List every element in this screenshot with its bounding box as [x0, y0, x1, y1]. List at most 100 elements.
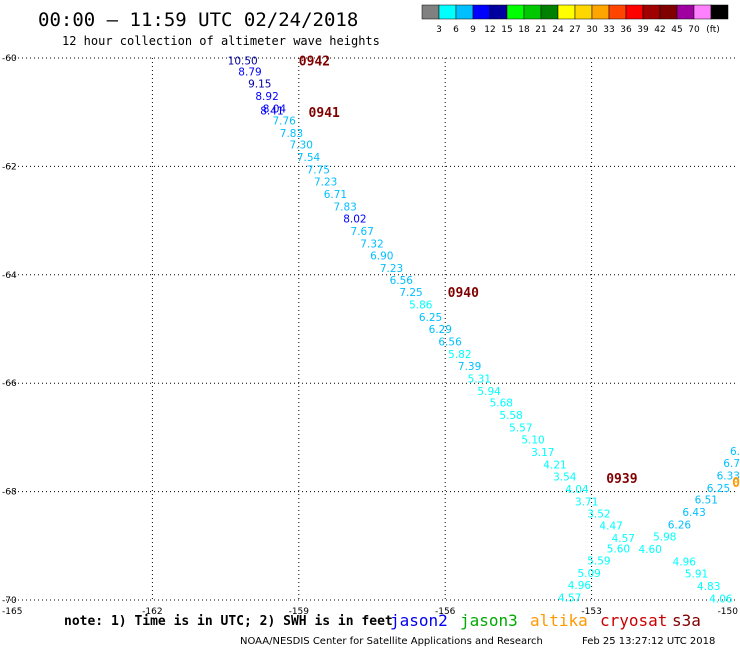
scale-swatch: [455, 4, 474, 20]
swh-value: 5.09: [577, 568, 600, 580]
scale-swatch: [540, 4, 559, 20]
pass-time-label: 0942: [299, 55, 330, 70]
swh-value: 7.32: [360, 238, 383, 250]
swh-value: 5.82: [448, 349, 471, 361]
swh-value: 7.30: [290, 140, 313, 152]
swh-value: 5.91: [685, 568, 708, 580]
scale-unit: (ft): [706, 25, 720, 35]
swh-value: 4.60: [638, 544, 661, 556]
scale-swatch: [557, 4, 576, 20]
pass-time-labels: 0942 0941 0940 0939 0: [299, 55, 740, 491]
x-tick-label: -162: [142, 607, 162, 617]
swh-value: 7.67: [351, 226, 374, 238]
y-tick-label: -60: [2, 54, 17, 64]
footer-note: note: 1) Time is in UTC; 2) SWH is in fe…: [64, 614, 393, 629]
swh-value: 5.98: [653, 532, 676, 544]
swh-value: 4.57: [612, 533, 635, 545]
swh-value: 7.83: [333, 202, 356, 214]
chart-subtitle: 12 hour collection of altimeter wave hei…: [62, 34, 380, 48]
swh-value: 5.10: [521, 435, 544, 447]
swh-value: 8.02: [343, 213, 366, 225]
swh-value: 6.33: [717, 470, 740, 482]
scale-swatch: [625, 4, 644, 20]
scale-swatch: [489, 4, 508, 20]
x-tick-label: -165: [2, 607, 22, 617]
swh-value: 6.43: [682, 507, 705, 519]
pass-time-label: 0: [732, 476, 740, 491]
mission-altika: altika: [530, 611, 588, 630]
scale-label: 45: [671, 25, 682, 35]
scale-swatch: [642, 4, 661, 20]
x-tick-label: -156: [435, 607, 456, 617]
scale-label: 9: [470, 25, 476, 35]
swh-value: 3.17: [531, 447, 554, 459]
scale-label: 18: [518, 25, 530, 35]
scale-label: 6: [453, 25, 459, 35]
swh-value: 4.96: [568, 580, 592, 592]
scale-swatch: [421, 4, 440, 20]
swh-value: 5.86: [409, 300, 433, 312]
scale-label: 42: [654, 25, 665, 35]
scale-label: 33: [603, 25, 614, 35]
credit-text: NOAA/NESDIS Center for Satellite Applica…: [240, 636, 543, 647]
swh-value: 7.54: [297, 152, 321, 164]
scale-label: 36: [620, 25, 632, 35]
swh-value: 5.58: [499, 410, 522, 422]
swh-value: 6.56: [438, 336, 462, 348]
scale-swatch: [574, 4, 593, 20]
swh-value: 8.92: [255, 91, 278, 103]
swh-value: 6.51: [695, 495, 718, 507]
swh-value: 3.54: [553, 471, 577, 483]
swh-value: 7.75: [307, 165, 330, 177]
swh-value: 5.60: [607, 544, 630, 556]
swh-value: 5.31: [468, 373, 491, 385]
scale-label: 39: [637, 25, 649, 35]
swh-value: 7.76: [272, 115, 296, 127]
scale-swatch: [608, 4, 627, 20]
grid-lines: [6, 57, 738, 601]
swh-value: 8.79: [238, 67, 261, 79]
swh-value: 9.15: [248, 78, 271, 90]
swh-value: 4.57: [558, 592, 581, 604]
swh-value: 7.39: [458, 361, 481, 373]
mission-cryosat: cryosat: [600, 611, 667, 630]
swh-value: 6.26: [668, 520, 692, 532]
x-tick-label: -153: [581, 607, 601, 617]
swh-value: 6.90: [370, 250, 393, 262]
swh-value: 8.04: [263, 103, 287, 115]
swh-value: 5.68: [490, 398, 513, 410]
scale-swatch: [472, 4, 491, 20]
scale-swatch: [676, 4, 695, 20]
axis-ticks: -165 -162 -159 -156 -153 -150 -60 -62 -64 -66 -68 -…: [2, 54, 738, 617]
y-tick-label: -66: [2, 379, 17, 389]
scale-label: 30: [586, 25, 598, 35]
scale-swatch: [659, 4, 678, 20]
scale-swatch: [591, 4, 610, 20]
chart-title: 00:00 – 11:59 UTC 02/24/2018: [38, 9, 358, 31]
scale-label: 27: [569, 25, 580, 35]
swh-value: 6.25: [419, 312, 442, 324]
scale-label: 15: [501, 25, 512, 35]
x-tick-label: -150: [718, 607, 739, 617]
swh-value: 10.50: [228, 56, 258, 68]
swh-value: 8.41: [260, 106, 283, 118]
swh-value: 4.47: [599, 521, 622, 533]
y-tick-label: -68: [2, 488, 17, 498]
swh-value: 7.25: [399, 287, 422, 299]
swh-value: 5.57: [509, 423, 532, 435]
scale-swatch: [710, 4, 729, 20]
pass-time-label: 0939: [606, 472, 637, 487]
scale-label: 70: [688, 25, 700, 35]
y-tick-label: -64: [2, 271, 17, 281]
swh-value: 4.04: [565, 484, 589, 496]
swh-value: 6.: [730, 446, 740, 458]
mission-legend: jason2 jason3 altika cryosat s3a: [390, 611, 701, 630]
scale-swatch: [523, 4, 542, 20]
color-scale: 3 6 9 12 15 18 21 24 27 30 33 36 39 42 45 70 (ft): [421, 4, 729, 35]
swh-value: 7.83: [280, 128, 303, 140]
scale-swatch: [506, 4, 525, 20]
pass-time-label: 0941: [309, 106, 340, 121]
scale-label: 12: [484, 25, 495, 35]
timestamp-text: Feb 25 13:27:12 UTC 2018: [582, 636, 715, 647]
